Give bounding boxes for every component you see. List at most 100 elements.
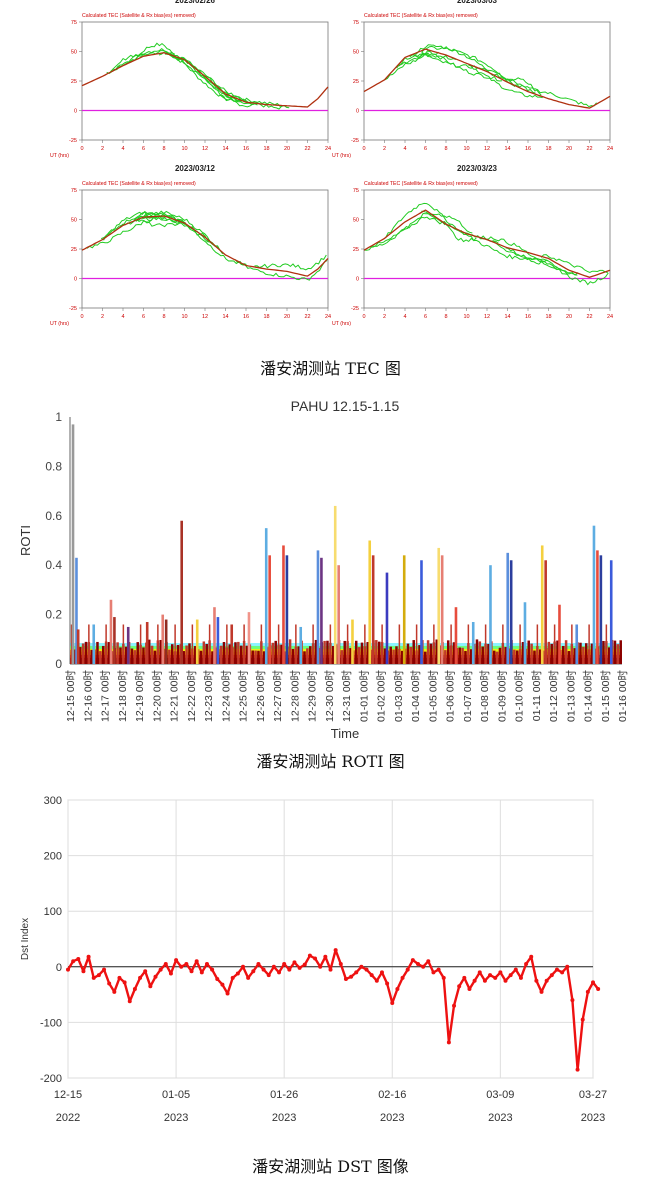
roti-x-tick-label: 12-20 00时 <box>151 670 163 722</box>
roti-spike <box>320 557 323 664</box>
dst-point <box>446 1040 451 1045</box>
roti-daily-peak <box>349 648 352 664</box>
dst-chart: -200 -100 0 100 200 300 12-15 2022 01-05 2023 01-2… <box>20 795 607 1124</box>
roti-daily-peak <box>202 641 206 664</box>
tec-panel-title: 2023/02/26 <box>175 0 216 5</box>
roti-daily-peak <box>90 649 93 664</box>
roti-daily-peak <box>205 643 208 664</box>
tec-y-tick-label: 50 <box>353 50 359 56</box>
tec-fit-curve <box>81 215 329 277</box>
tec-x-tick-label: 24 <box>607 314 613 320</box>
dst-point <box>503 978 508 983</box>
tec-satellite-trace <box>460 230 549 262</box>
roti-daily-peak <box>78 647 82 664</box>
dst-point <box>364 967 369 972</box>
roti-daily-peak <box>291 648 295 664</box>
roti-daily-peak <box>409 646 413 664</box>
roti-daily-spike <box>433 624 435 664</box>
tec-satellite-trace <box>370 216 446 248</box>
roti-daily-spike <box>174 624 176 664</box>
roti-spike <box>523 602 527 664</box>
tec-x-tick-label: 18 <box>545 314 551 320</box>
dst-y-tick-label: 200 <box>44 851 62 863</box>
tec-x-tick-label: 18 <box>545 146 551 152</box>
roti-y-tick-label: 0.8 <box>45 459 62 473</box>
roti-daily-peak <box>504 647 507 664</box>
roti-daily-peak <box>582 646 585 664</box>
dst-point <box>513 967 518 972</box>
roti-spike <box>596 550 599 664</box>
roti-daily-peak <box>147 639 151 664</box>
tec-x-tick-label: 20 <box>284 314 290 320</box>
roti-x-tick-label: 01-01 00时 <box>358 670 370 722</box>
roti-spike <box>299 626 303 664</box>
roti-daily-peak <box>513 649 516 664</box>
roti-daily-spike <box>312 624 314 664</box>
roti-daily-peak <box>515 650 519 664</box>
roti-daily-peak <box>199 650 203 664</box>
dst-x-tick-year: 2022 <box>56 1112 80 1124</box>
tec-y-tick-label: 50 <box>71 50 77 56</box>
tec-x-tick-label: 0 <box>362 146 365 152</box>
roti-x-tick-label: 12-27 00时 <box>272 670 284 722</box>
roti-x-tick-label: 01-05 00时 <box>427 670 439 722</box>
tec-x-tick-label: 2 <box>383 146 386 152</box>
tec-x-tick-label: 8 <box>162 314 165 320</box>
roti-daily-peak <box>475 639 479 664</box>
tec-satellite-trace <box>421 45 517 86</box>
roti-spike <box>506 552 510 664</box>
roti-daily-spike <box>295 624 297 664</box>
roti-daily-peak <box>81 643 85 664</box>
roti-daily-peak <box>550 643 553 664</box>
roti-y-tick-label: 0.4 <box>45 558 62 572</box>
roti-daily-spike <box>519 624 521 664</box>
roti-daily-spike <box>139 624 142 664</box>
roti-x-tick-label: 01-07 00时 <box>462 670 474 722</box>
roti-spike <box>333 505 337 664</box>
roti-spike <box>164 619 168 664</box>
roti-daily-spike <box>243 624 245 664</box>
roti-daily-peak <box>481 646 484 664</box>
tec-x-tick-label: 0 <box>362 314 365 320</box>
roti-daily-peak <box>308 646 312 664</box>
roti-daily-spike <box>450 624 452 664</box>
dst-point <box>107 981 112 986</box>
dst-point <box>210 967 215 972</box>
dst-point <box>338 962 343 967</box>
roti-daily-peak <box>271 642 275 664</box>
tec-x-tick-label: 4 <box>121 146 124 152</box>
dst-x-tick-year: 2023 <box>380 1112 404 1124</box>
tec-satellite-trace <box>136 218 181 228</box>
roti-x-tick-label: 01-10 00时 <box>514 670 526 722</box>
dst-point <box>508 973 513 978</box>
dst-y-tick-label: -200 <box>40 1073 62 1085</box>
roti-spike <box>351 619 354 664</box>
roti-x-tick-label: 01-15 00时 <box>600 670 612 722</box>
dst-point <box>246 975 251 980</box>
roti-daily-peak <box>130 648 134 664</box>
tec-x-tick-label: 14 <box>222 146 228 152</box>
tec-x-unit-label: UT (hrs) <box>50 153 69 159</box>
roti-daily-peak <box>556 640 559 664</box>
roti-daily-peak <box>297 646 300 664</box>
roti-daily-peak <box>280 644 283 664</box>
tec-x-tick-label: 10 <box>181 314 187 320</box>
roti-daily-peak <box>219 645 223 664</box>
dst-point <box>91 975 96 980</box>
roti-density-band <box>70 657 622 664</box>
roti-daily-peak <box>99 651 102 664</box>
dst-point <box>81 969 86 974</box>
roti-daily-peak <box>357 647 361 664</box>
dst-point <box>410 958 415 963</box>
dst-x-tick-year: 2023 <box>488 1112 512 1124</box>
roti-spike <box>440 555 444 664</box>
tec-x-tick-label: 6 <box>142 146 145 152</box>
tec-plot-frame <box>81 189 329 309</box>
roti-daily-spike <box>88 624 90 664</box>
tec-x-tick-label: 6 <box>142 314 145 320</box>
tec-satellite-trace <box>164 51 258 105</box>
dst-point <box>431 970 436 975</box>
roti-spike <box>437 547 441 664</box>
dst-point <box>271 964 276 969</box>
dst-point <box>354 970 359 975</box>
